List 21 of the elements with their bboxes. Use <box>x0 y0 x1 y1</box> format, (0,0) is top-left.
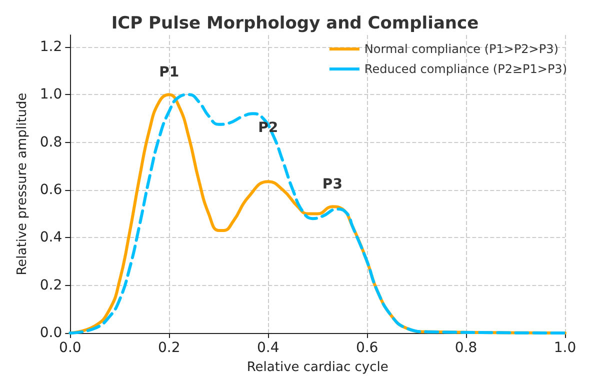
annotation: P3 <box>322 176 342 193</box>
x-tick-label: 0.8 <box>454 340 478 356</box>
x-tick-label: 0.4 <box>256 340 280 356</box>
x-tick-label: 0.0 <box>59 340 82 356</box>
chart-title: ICP Pulse Morphology and Compliance <box>111 14 479 34</box>
y-tick-label: 0.4 <box>40 230 62 246</box>
y-tick-label: 0.6 <box>40 182 62 198</box>
y-tick-label: 0.0 <box>40 325 62 341</box>
x-tick-label: 0.2 <box>158 340 180 356</box>
x-axis-title: Relative cardiac cycle <box>246 360 388 375</box>
y-axis-title: Relative pressure amplitude <box>15 92 30 276</box>
y-tick-label: 0.2 <box>40 277 62 294</box>
y-tick-label: 1.0 <box>40 86 62 103</box>
x-tick-label: 1.0 <box>554 340 576 356</box>
annotation: P1 <box>159 64 180 81</box>
legend-label: Normal compliance (P1>P2>P3) <box>364 42 558 56</box>
legend-label: Reduced compliance (P2≥P1>P3) <box>364 62 568 76</box>
x-tick-label: 0.6 <box>356 340 378 356</box>
y-tick-label: 0.8 <box>40 134 62 150</box>
annotation: P2 <box>258 120 278 136</box>
y-tick-label: 1.2 <box>40 38 62 55</box>
